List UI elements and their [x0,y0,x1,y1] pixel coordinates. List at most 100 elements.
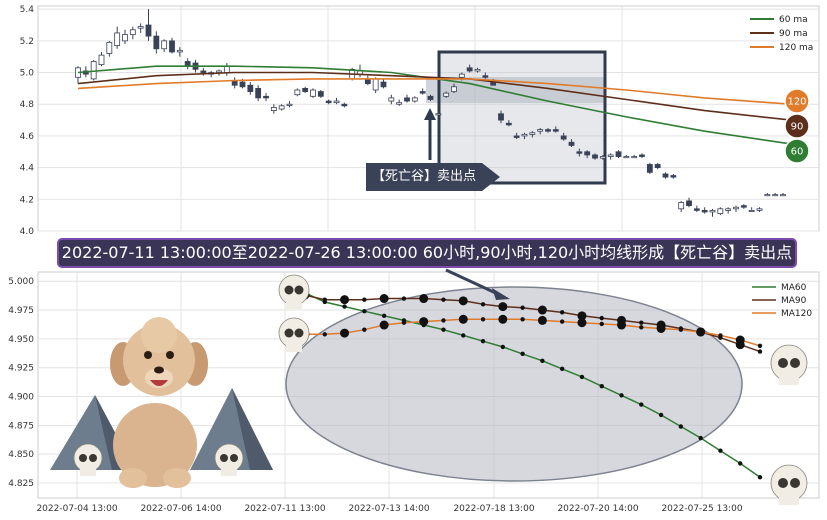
candle-body [662,173,669,178]
candle [443,91,450,98]
candle-body [615,151,622,157]
candle-body [780,194,786,197]
top-y-tick-label: 5.2 [20,37,34,47]
candle-body [122,34,128,42]
point-MA60 [362,309,367,314]
bottom-x-axis: 2022-07-04 13:00 2022-07-06 14:00 2022-07-… [36,504,742,514]
bottom-x-tick-label: 2022-07-13 14:00 [348,504,429,514]
point-MA120 [379,320,389,330]
candle [646,162,653,174]
candle-body [90,61,97,80]
candle [302,86,309,94]
candle-body [145,24,152,37]
candle-body [592,154,598,159]
candle [748,207,755,213]
badge-120-label: 120 [787,97,806,108]
poodle-icon [110,317,208,488]
candle-body [404,97,410,102]
candle [451,83,457,94]
candle-body [458,73,465,78]
point-MA90 [757,349,763,354]
candle [411,96,418,103]
candle-body [411,97,418,102]
candle [631,154,638,159]
candle-body [725,208,732,211]
point-MA120 [718,333,723,338]
point-MA60 [381,313,387,319]
point-MA90 [599,315,604,321]
candle [733,205,739,212]
ma-line-120-ma [77,78,791,105]
candle [772,192,779,197]
point-MA60 [500,344,506,350]
candle-body [678,202,685,210]
badge-60 [784,138,810,164]
candle-body [278,105,285,110]
point-MA90 [458,296,468,306]
candle-body [247,84,254,92]
candle-body [333,100,340,104]
candle [701,207,708,214]
candle [693,205,700,212]
candle-body [576,151,583,154]
point-MA120 [480,317,486,322]
point-MA90 [401,296,407,301]
candle [560,132,567,141]
point-MA120 [678,327,684,332]
moving-averages [77,65,791,145]
bottom-legend: MA60 MA90 MA120 [752,283,812,319]
candle [90,59,97,81]
point-MA60 [658,412,664,418]
candle [623,154,630,159]
point-MA90 [441,297,446,302]
point-MA60 [342,304,347,309]
candle [106,40,113,57]
candle [427,94,434,102]
candle-body [239,81,246,88]
ma-lines [300,290,763,480]
point-MA90 [379,294,389,304]
candle [717,207,724,216]
candle [333,97,340,105]
line-MA60 [304,292,761,478]
candle [270,104,277,114]
badge-90-label: 90 [791,122,804,133]
point-MA90 [498,302,508,312]
point-MA120 [401,320,407,325]
candle-body [670,175,677,178]
mountain-right-shade [232,388,273,470]
candle [686,197,692,208]
candle [740,204,747,209]
candle-body [294,89,301,96]
candle-body [427,95,434,100]
candle-body [161,40,168,50]
top-y-tick-label: 4.4 [20,164,35,174]
point-MA90 [559,310,565,315]
candle [545,128,551,133]
candle-body [537,129,544,132]
candle-body [568,141,575,146]
candle-body [380,81,387,88]
legend-label-60: 60 ma [779,15,808,25]
point-MA90 [362,297,367,302]
bottom-y-tick-label: 4.925 [8,364,34,374]
bottom-y-axis: 5.000 4.975 4.950 4.925 4.900 4.875 4.850 4.825 [8,277,34,489]
candle [341,102,348,108]
candle-body [200,70,207,73]
point-MA60 [757,475,763,480]
legend-label-ma90: MA90 [781,296,807,306]
candle-body [654,164,661,169]
candle-body [607,154,614,157]
candle-body [599,156,606,159]
candle [380,78,387,89]
point-MA120 [656,324,666,333]
point-MA120 [559,319,565,324]
candle-body [153,35,160,50]
candle-body [286,103,293,106]
point-MA120 [322,332,327,337]
candle [505,120,512,127]
candle-body [772,194,779,197]
point-MA60 [698,435,703,441]
